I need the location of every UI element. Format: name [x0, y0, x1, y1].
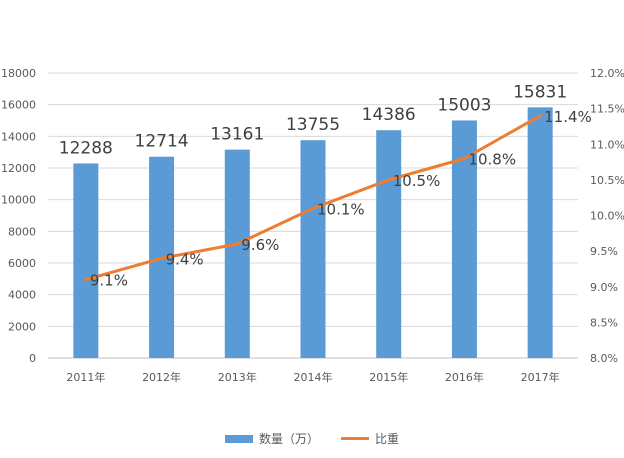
- y-left-tick-label: 10000: [1, 194, 36, 207]
- legend-bar-label: 数量（万）: [258, 432, 319, 446]
- y-right-tick-label: 12.0%: [590, 67, 624, 80]
- x-tick-label: 2015年: [369, 370, 408, 384]
- x-tick-label: 2013年: [218, 370, 257, 384]
- line-point: [235, 242, 239, 246]
- legend: 数量（万） 比重: [0, 430, 624, 447]
- line-point: [538, 114, 542, 118]
- combo-chart: 0 2000 4000 6000 8000 10000 12000 14000 16000 180…: [1, 67, 624, 384]
- bar: [527, 107, 553, 358]
- y-right-tick-label: 9.5%: [590, 245, 618, 258]
- bar-data-label: 14386: [362, 105, 416, 125]
- y-left-tick-label: 14000: [1, 130, 36, 143]
- line-data-label: 10.1%: [317, 200, 365, 218]
- legend-line-swatch: [341, 437, 369, 440]
- x-tick-label: 2011年: [66, 370, 105, 384]
- bar: [73, 163, 99, 358]
- y-right-tick-label: 10.5%: [590, 174, 624, 187]
- legend-item-bar: 数量（万）: [224, 430, 319, 447]
- line-point: [387, 178, 391, 182]
- line-data-label: 10.5%: [393, 172, 441, 190]
- bar: [376, 130, 402, 358]
- x-tick-label: 2014年: [294, 370, 333, 384]
- y-right-tick-label: 10.0%: [590, 210, 624, 223]
- y-right-tick-label: 11.0%: [590, 138, 624, 151]
- line-data-label: 10.8%: [468, 151, 516, 169]
- line-point: [311, 206, 315, 210]
- bar-data-label: 12288: [59, 138, 113, 158]
- y-right-tick-label: 9.0%: [590, 281, 618, 294]
- y-right-tick-label: 8.0%: [590, 352, 618, 365]
- bar-data-label: 15831: [513, 82, 567, 102]
- line-data-label: 9.6%: [241, 236, 279, 254]
- x-tick-label: 2012年: [142, 370, 181, 384]
- y-left-tick-label: 4000: [8, 289, 36, 302]
- x-tick-label: 2016年: [445, 370, 484, 384]
- bar-data-label: 12714: [135, 132, 189, 152]
- y-right-tick-label: 8.5%: [590, 316, 618, 329]
- y-left-tick-label: 8000: [8, 225, 36, 238]
- line-data-label: 9.4%: [166, 250, 204, 268]
- legend-bar-swatch: [224, 434, 253, 443]
- y-left-tick-label: 2000: [8, 320, 36, 333]
- legend-item-line: 比重: [341, 430, 399, 447]
- y-left-tick-label: 0: [29, 352, 36, 365]
- line-point: [462, 157, 466, 160]
- x-tick-label: 2017年: [521, 370, 560, 384]
- y-right-tick-label: 11.5%: [590, 103, 624, 116]
- bar-data-label: 15003: [437, 95, 491, 115]
- line-point: [84, 278, 88, 282]
- y-left-tick-label: 6000: [8, 257, 36, 270]
- legend-line-label: 比重: [375, 432, 400, 446]
- y-left-tick-label: 18000: [1, 67, 36, 80]
- bar: [224, 149, 250, 358]
- bar-data-label: 13755: [286, 115, 340, 135]
- line-point: [160, 256, 164, 260]
- line-data-label: 11.4%: [544, 108, 592, 126]
- bar: [300, 140, 326, 358]
- y-left-tick-label: 12000: [1, 162, 36, 175]
- y-left-tick-label: 16000: [1, 99, 36, 112]
- line-data-label: 9.1%: [90, 272, 128, 290]
- bar-data-label: 13161: [210, 125, 264, 145]
